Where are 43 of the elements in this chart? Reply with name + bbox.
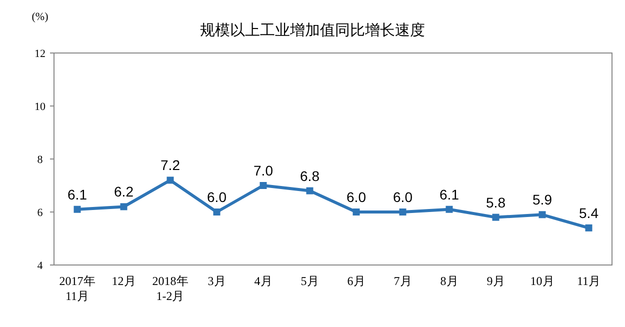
- y-tick-label: 8: [37, 154, 44, 166]
- x-tick-label: 12月: [112, 274, 136, 288]
- y-tick-label: 12: [34, 48, 46, 60]
- x-tick-label: 8月: [440, 274, 458, 288]
- text: 6.1: [440, 186, 459, 202]
- point: [120, 203, 128, 210]
- x-tick-label: 11月: [576, 274, 601, 288]
- y-tick-label: 10: [34, 101, 46, 113]
- text: 7.0: [254, 162, 273, 178]
- point: [399, 208, 406, 216]
- chart-title: 规模以上工业增加值同比增长速度: [200, 22, 425, 39]
- x-tick-label: 7月: [394, 274, 412, 288]
- x-tick-label: 5月: [300, 274, 319, 288]
- point: [260, 182, 267, 189]
- x-tick-label: 2017年 11月: [59, 274, 96, 303]
- point: [538, 211, 546, 218]
- text: 5.9: [532, 192, 552, 208]
- text: 5.4: [579, 204, 598, 221]
- point: [166, 176, 174, 184]
- point: [492, 214, 500, 221]
- text: 6.8: [300, 168, 320, 184]
- x-tick-label: 4月: [254, 274, 272, 288]
- point: [585, 224, 592, 232]
- text: 7.2: [160, 157, 180, 174]
- point: [306, 187, 314, 194]
- text: 6.0: [393, 189, 412, 205]
- x-tick-label: 2018年 1-2月: [152, 274, 188, 303]
- text: 6.2: [114, 184, 134, 200]
- y-tick-label: 4: [37, 260, 44, 272]
- point: [352, 208, 360, 216]
- x-tick-label: 6月: [347, 274, 366, 288]
- text: 5.8: [486, 194, 506, 210]
- point: [446, 206, 453, 213]
- x-tick-label: 10月: [530, 274, 554, 288]
- x-tick-label: 9月: [486, 274, 505, 288]
- point: [74, 206, 81, 213]
- point: [213, 208, 220, 216]
- text: 6.1: [68, 186, 87, 202]
- text: 6.0: [346, 189, 366, 205]
- y-tick-label: 6: [37, 207, 44, 219]
- text: 6.0: [207, 189, 226, 205]
- x-tick-label: 3月: [208, 274, 226, 288]
- y-axis-title: (%): [32, 11, 49, 23]
